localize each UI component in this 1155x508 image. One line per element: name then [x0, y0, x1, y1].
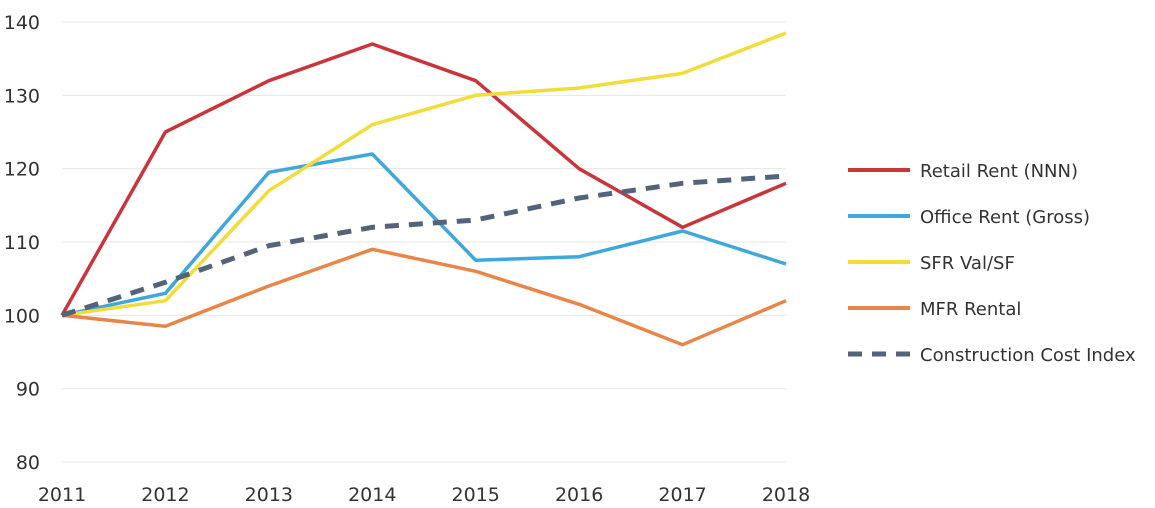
y-tick-label: 90: [16, 379, 40, 401]
series-line-0: [60, 42, 787, 317]
y-tick-label: 80: [16, 452, 40, 474]
legend-label-3: MFR Rental: [920, 299, 1021, 320]
x-tick-label: 2018: [762, 484, 810, 506]
series-line-4: [61, 173, 787, 318]
legend-label-1: Office Rent (Gross): [920, 207, 1090, 228]
x-tick-label: 2015: [452, 484, 500, 506]
legend: Retail Rent (NNN) Office Rent (Gross) SFR …: [848, 161, 1136, 366]
x-tick-label: 2014: [348, 484, 396, 506]
series-line-3: [61, 247, 787, 347]
x-tick-label: 2013: [245, 484, 293, 506]
y-tick-label: 100: [4, 305, 40, 327]
series-line-1: [61, 152, 787, 318]
x-axis-ticks: 2011 2012 2013 2014 2015 2016 2017 2018: [38, 484, 810, 506]
x-tick-label: 2017: [658, 484, 706, 506]
y-axis-ticks: 80 90 100 110 120 130 140: [4, 12, 40, 474]
x-tick-label: 2016: [555, 484, 603, 506]
series-line-2: [61, 31, 787, 318]
gridlines: [62, 21, 786, 463]
y-tick-label: 140: [4, 12, 40, 34]
y-tick-label: 120: [4, 159, 40, 181]
legend-label-2: SFR Val/SF: [920, 253, 1015, 274]
y-tick-label: 130: [4, 85, 40, 107]
x-tick-label: 2011: [38, 484, 86, 506]
x-tick-label: 2012: [141, 484, 189, 506]
series-lines: [60, 31, 787, 347]
legend-label-0: Retail Rent (NNN): [920, 161, 1078, 182]
y-tick-label: 110: [4, 232, 40, 254]
legend-label-4: Construction Cost Index: [920, 345, 1136, 366]
